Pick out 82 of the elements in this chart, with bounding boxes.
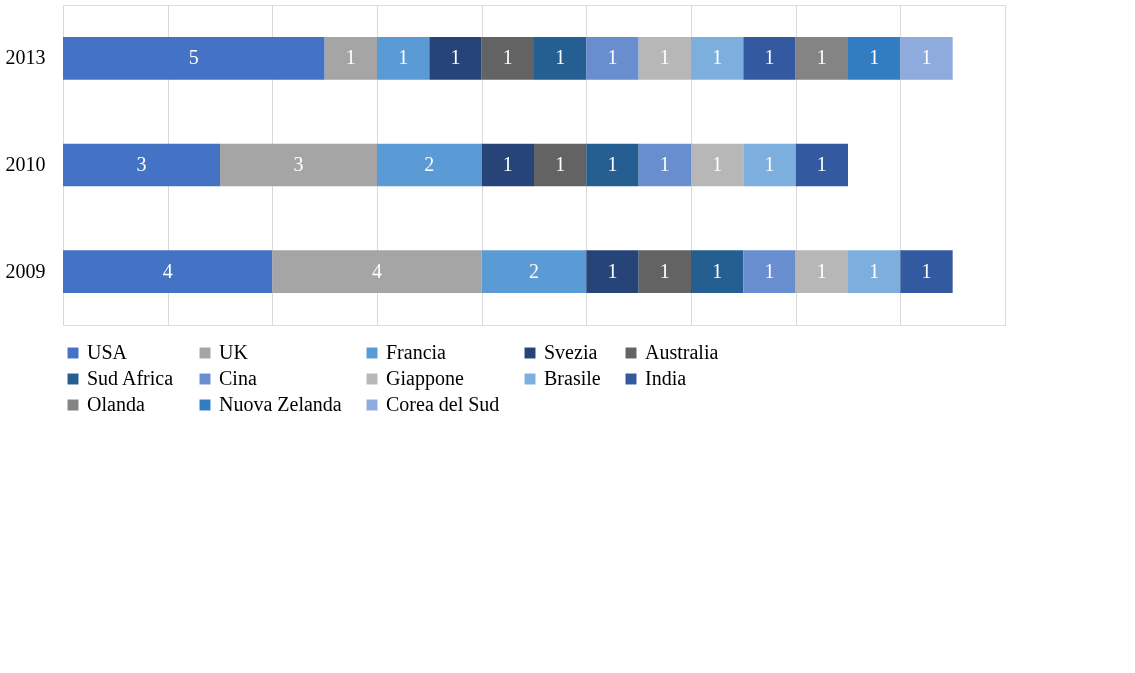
- legend-label: Francia: [386, 341, 447, 363]
- data-label: 1: [659, 46, 670, 69]
- data-label: 1: [607, 153, 618, 175]
- data-label: 1: [816, 153, 827, 175]
- data-label: 1: [712, 259, 723, 282]
- data-label: 5: [188, 46, 199, 69]
- bar: [220, 143, 377, 187]
- bar: [429, 37, 482, 80]
- bar: [743, 37, 796, 80]
- bar: [795, 250, 848, 293]
- data-label: 1: [502, 46, 513, 69]
- legend-label: India: [645, 367, 687, 389]
- data-label: 1: [764, 259, 775, 282]
- legend-label: UK: [219, 341, 249, 363]
- bar: [795, 143, 848, 187]
- bar: [481, 37, 534, 80]
- data-label: 1: [921, 259, 932, 282]
- legend-label: Australia: [645, 341, 719, 363]
- data-label: 1: [659, 259, 670, 282]
- bar: [743, 143, 796, 187]
- bar: [638, 250, 691, 293]
- bar: [272, 250, 482, 293]
- data-label: 3: [136, 153, 147, 175]
- bar: [638, 37, 691, 80]
- data-label: 1: [712, 153, 723, 175]
- data-label: 1: [869, 259, 880, 282]
- legend-label: USA: [87, 341, 128, 363]
- data-label: 4: [372, 259, 382, 282]
- legend-label: Cina: [219, 367, 257, 389]
- data-label: 1: [712, 46, 723, 69]
- data-label: 1: [345, 46, 356, 69]
- legend-label: Corea del Sud: [386, 393, 500, 415]
- data-label: 1: [869, 46, 880, 69]
- bar: [638, 143, 691, 187]
- bar: [534, 143, 587, 187]
- legend-label: Brasile: [544, 367, 601, 389]
- bar: [63, 37, 325, 80]
- bar: [324, 37, 377, 80]
- y-tick-label: 2013: [5, 46, 46, 69]
- data-label: 1: [450, 46, 461, 69]
- bar: [900, 250, 953, 293]
- legend-label: Sud Africa: [87, 367, 174, 389]
- bar: [586, 250, 639, 293]
- bar: [691, 250, 744, 293]
- bar: [586, 37, 639, 80]
- bar: [848, 250, 901, 293]
- y-tick-label: 2010: [5, 153, 46, 175]
- bar: [481, 250, 587, 293]
- legend-label: Svezia: [544, 341, 598, 363]
- data-label: 1: [764, 46, 775, 69]
- data-label: 1: [607, 259, 618, 282]
- data-label: 2: [529, 259, 539, 282]
- bar: [691, 143, 744, 187]
- bar: [795, 37, 848, 80]
- legend-label: Olanda: [87, 393, 145, 415]
- data-label: 1: [921, 46, 932, 69]
- data-label: 1: [607, 46, 618, 69]
- data-label: 1: [659, 153, 670, 175]
- bar: [63, 250, 273, 293]
- data-label: 1: [555, 46, 566, 69]
- bar: [377, 143, 482, 187]
- legend-label: Giappone: [386, 367, 464, 390]
- bar: [534, 37, 587, 80]
- data-label: 1: [555, 153, 566, 175]
- bar: [900, 37, 953, 80]
- y-tick-label: 2009: [5, 259, 46, 282]
- data-label: 1: [816, 259, 827, 282]
- data-label: 2: [424, 153, 435, 175]
- bar: [63, 143, 220, 187]
- data-label: 1: [816, 46, 827, 69]
- bar: [586, 143, 639, 187]
- bar: [743, 250, 796, 293]
- bar: [481, 143, 534, 187]
- legend-label: Nuova Zelanda: [219, 393, 342, 415]
- bar: [691, 37, 744, 80]
- data-label: 1: [502, 153, 513, 175]
- data-label: 3: [293, 153, 304, 175]
- data-label: 1: [398, 46, 409, 69]
- data-label: 4: [162, 259, 173, 282]
- bar: [848, 37, 901, 80]
- data-label: 1: [764, 153, 775, 175]
- bar: [377, 37, 430, 80]
